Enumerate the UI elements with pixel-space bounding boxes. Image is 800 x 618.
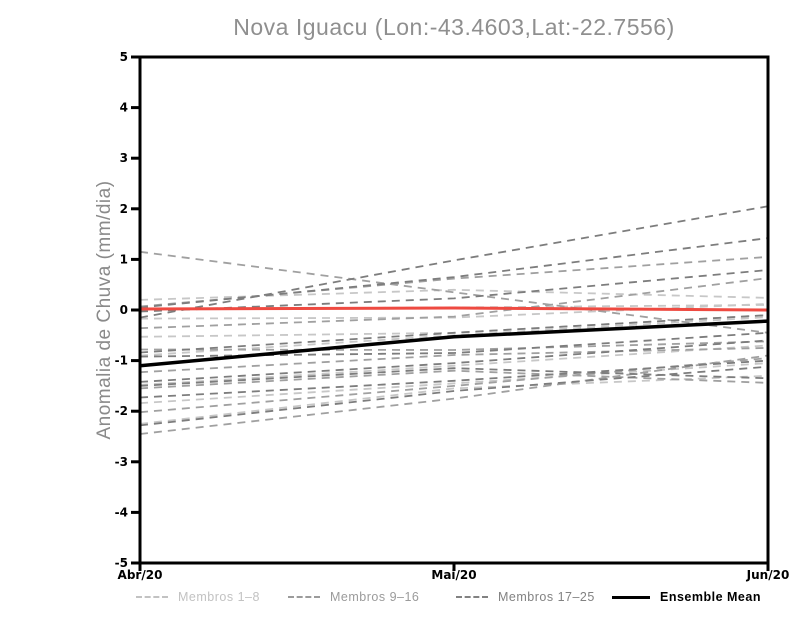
- member-line: [139, 362, 769, 404]
- member-line: [139, 205, 769, 319]
- x-tick-label: Jun/20: [746, 568, 790, 582]
- chart-legend: Membros 1–8 Membros 9–16 Membros 17–25 E…: [0, 589, 800, 609]
- legend-item-membros-9-16: Membros 9–16: [288, 589, 419, 605]
- legend-item-membros-17-25: Membros 17–25: [456, 589, 595, 605]
- ensemble-mean-line: [139, 319, 769, 368]
- legend-label: Membros 17–25: [498, 590, 595, 604]
- member-line: [139, 340, 769, 351]
- member-line: [139, 314, 769, 354]
- member-line: [139, 250, 769, 334]
- x-tick-label: Mai/20: [431, 568, 476, 582]
- y-tick-label: 4: [120, 101, 128, 115]
- member-line: [139, 344, 769, 386]
- y-tick-label: -1: [115, 354, 128, 368]
- y-tick-label: -5: [115, 556, 128, 570]
- solid-line-swatch: [612, 595, 650, 599]
- member-line: [139, 347, 769, 374]
- y-tick-label: -4: [115, 505, 128, 519]
- chart-title: Nova Iguacu (Lon:-43.4603,Lat:-22.7556): [233, 14, 675, 40]
- member-line: [139, 339, 769, 383]
- y-tick-label: -3: [115, 455, 128, 469]
- legend-item-membros-1-8: Membros 1–8: [136, 589, 260, 605]
- legend-label: Ensemble Mean: [660, 590, 761, 604]
- x-tick-label: Abr/20: [118, 568, 163, 582]
- y-tick-label: 5: [120, 50, 128, 64]
- member-line: [139, 369, 769, 390]
- legend-label: Membros 1–8: [178, 590, 260, 604]
- dashed-line-swatch: [456, 596, 488, 598]
- member-line: [139, 354, 769, 435]
- reference-line: [139, 306, 769, 312]
- dashed-line-swatch: [288, 596, 320, 598]
- y-tick-label: 2: [120, 202, 128, 216]
- member-line: [139, 269, 769, 313]
- y-tick-label: 0: [120, 303, 128, 317]
- legend-item-ensemble-mean: Ensemble Mean: [612, 589, 761, 605]
- member-line: [139, 365, 769, 427]
- member-line: [139, 359, 769, 399]
- y-tick-label: -2: [115, 404, 128, 418]
- legend-label: Membros 9–16: [330, 590, 420, 604]
- y-tick-label: 3: [120, 151, 128, 165]
- member-line: [139, 237, 769, 309]
- dashed-line-swatch: [136, 596, 168, 598]
- y-tick-label: 1: [120, 252, 128, 266]
- member-line: [139, 277, 769, 330]
- member-line: [139, 374, 769, 425]
